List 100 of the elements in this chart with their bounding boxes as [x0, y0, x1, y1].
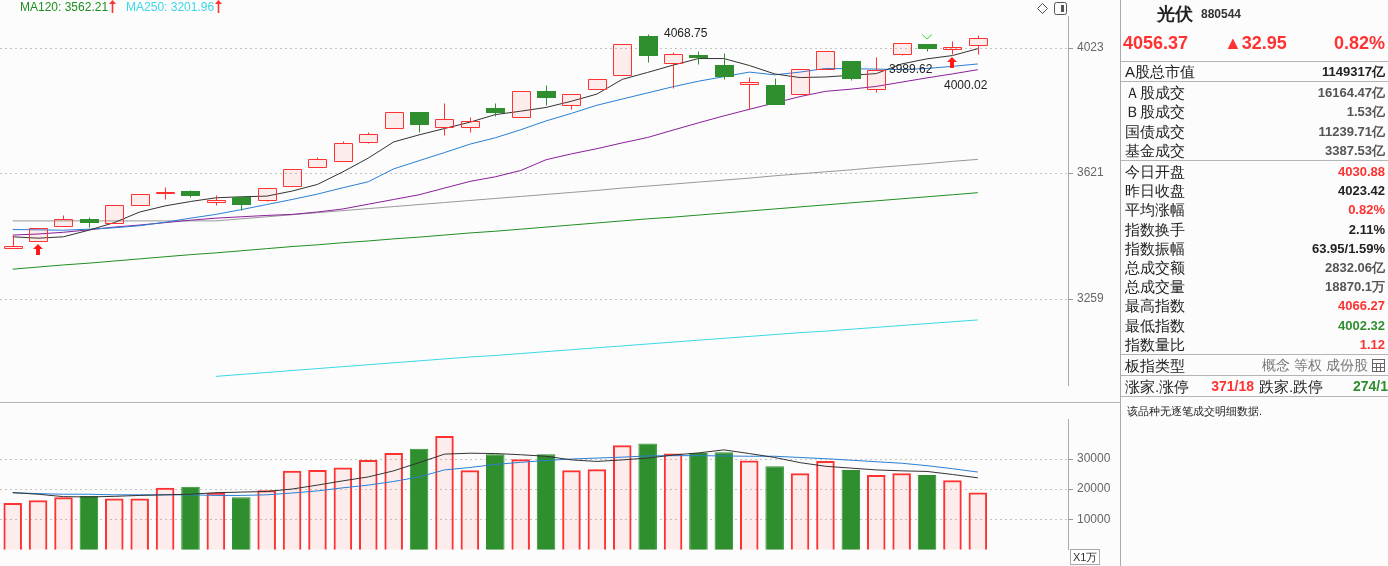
text: ▲32.95 — [1224, 33, 1287, 54]
bar — [638, 443, 657, 550]
text: MA120: 3562.21 — [20, 0, 109, 14]
bar — [155, 487, 175, 550]
text: MA250: 3201.96 — [126, 0, 215, 14]
bar — [79, 496, 99, 550]
candlestick — [740, 77, 759, 110]
category-label: 板指类型 — [1125, 356, 1185, 375]
candlestick — [715, 53, 734, 80]
text: 4002.32 — [1338, 318, 1385, 333]
category-label: 指数量比 — [1125, 335, 1185, 354]
bar — [816, 461, 835, 550]
bar — [282, 470, 302, 550]
bar — [663, 453, 683, 550]
bar — [257, 490, 276, 550]
y-tick-label: 3259 — [1077, 291, 1105, 306]
text: 16164.47亿 — [1317, 85, 1385, 100]
candlestick — [613, 44, 632, 76]
candlestick — [385, 112, 404, 129]
category-label: 今日开盘 — [1125, 162, 1185, 181]
bar — [866, 475, 886, 550]
bar — [790, 473, 810, 550]
bar — [536, 454, 556, 550]
candlestick — [943, 41, 962, 55]
text: 274/1 — [1352, 378, 1388, 394]
bar — [409, 448, 429, 550]
bar — [562, 470, 581, 550]
bar — [130, 498, 149, 550]
y-tick-label: 3621 — [1077, 165, 1105, 180]
y-tick-label: 20000 — [1077, 481, 1111, 496]
text: 0.82% — [1348, 202, 1385, 217]
bar — [105, 498, 124, 550]
candlestick — [867, 57, 886, 93]
category-label: 基金成交 — [1125, 141, 1185, 160]
candlestick — [105, 205, 124, 224]
candlestick — [816, 51, 835, 70]
bar — [435, 435, 454, 550]
text: 18870.1万 — [1325, 279, 1385, 294]
candlestick — [537, 85, 556, 106]
candlestick — [969, 35, 988, 55]
bar — [54, 497, 73, 550]
category-label: Ｂ股成交 — [1125, 102, 1185, 121]
candlestick — [791, 69, 810, 95]
candlestick — [156, 187, 175, 200]
bar — [384, 452, 403, 550]
bar — [689, 452, 708, 550]
bar — [892, 473, 911, 550]
category-label: 总成交额 — [1125, 258, 1185, 277]
category-label: 最低指数 — [1125, 316, 1185, 335]
candlestick — [512, 91, 531, 118]
candlestick — [258, 188, 277, 201]
bar — [486, 454, 505, 550]
annotation: 4000.02 — [944, 78, 988, 93]
text: 4056.37 — [1123, 33, 1189, 54]
category-label: 指数振幅 — [1125, 239, 1185, 258]
category-label: 指数换手 — [1125, 220, 1185, 239]
annotation: 4068.75 — [664, 26, 708, 41]
candlestick — [689, 51, 708, 65]
text: 880544 — [1201, 7, 1242, 21]
text: 4023.42 — [1338, 183, 1385, 198]
category-label: Ａ股成交 — [1125, 83, 1185, 102]
text: 371/18 — [1211, 378, 1254, 394]
text: 该品种无逐笔成交明细数据. — [1127, 404, 1263, 419]
candlestick — [283, 169, 302, 187]
category-label: 平均涨幅 — [1125, 200, 1185, 219]
category-label: 跌家.跌停 — [1259, 377, 1324, 396]
candlestick — [131, 194, 150, 206]
bar — [460, 470, 480, 550]
bar — [765, 466, 784, 550]
text: 11239.71亿 — [1318, 124, 1385, 139]
bar — [206, 492, 226, 550]
candlestick — [893, 43, 912, 55]
bar — [3, 503, 22, 550]
candlestick — [842, 61, 861, 81]
candlestick — [918, 44, 937, 52]
y-tick-label: 10000 — [1077, 511, 1111, 526]
bar — [917, 475, 937, 550]
text: 1.53亿 — [1346, 104, 1385, 119]
candlestick — [664, 52, 683, 89]
candlestick — [435, 103, 454, 136]
y-tick-label: 30000 — [1077, 451, 1111, 465]
candlestick — [588, 79, 607, 90]
bar — [587, 469, 607, 550]
text: 4030.88 — [1338, 164, 1385, 179]
text: 4066.27 — [1338, 298, 1385, 313]
category-label: A股总市值 — [1125, 62, 1196, 81]
bar — [841, 469, 861, 550]
bar — [308, 469, 327, 550]
bar — [333, 467, 353, 550]
bar — [232, 497, 251, 550]
category-label: 最高指数 — [1125, 296, 1185, 315]
candlestick — [29, 228, 48, 242]
text: 3387.53亿 — [1325, 143, 1385, 158]
bar — [739, 460, 759, 550]
candlestick — [4, 235, 23, 249]
text: 1149317亿 — [1322, 64, 1385, 79]
text: 1.12 — [1359, 337, 1385, 352]
text: 2.11% — [1348, 222, 1385, 237]
bar — [943, 480, 962, 550]
text: 2832.06亿 — [1325, 260, 1385, 275]
